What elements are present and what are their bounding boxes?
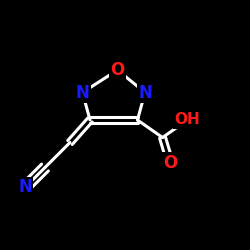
Text: O: O: [110, 61, 124, 79]
Text: OH: OH: [174, 112, 201, 128]
Text: O: O: [163, 154, 177, 172]
Text: N: N: [138, 84, 152, 102]
Text: N: N: [18, 178, 32, 196]
Text: N: N: [76, 84, 90, 102]
